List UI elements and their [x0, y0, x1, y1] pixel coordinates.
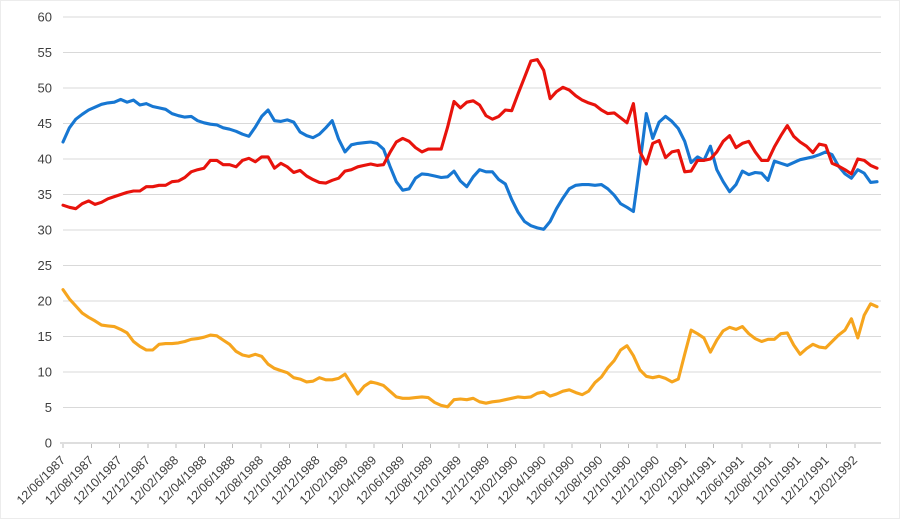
y-tick-label: 15	[38, 329, 52, 344]
y-tick-label: 20	[38, 294, 52, 309]
y-tick-label: 45	[38, 116, 52, 131]
series-line-orange	[61, 288, 879, 409]
y-tick-label: 50	[38, 81, 52, 96]
y-tick-label: 10	[38, 365, 52, 380]
series-line-blue	[61, 97, 879, 231]
series-line-red	[61, 58, 879, 211]
y-tick-label: 25	[38, 258, 52, 273]
y-tick-label: 0	[45, 436, 52, 451]
y-tick-label: 5	[45, 400, 52, 415]
y-tick-label: 55	[38, 45, 52, 60]
y-tick-label: 35	[38, 187, 52, 202]
y-tick-label: 60	[38, 10, 52, 25]
y-tick-label: 30	[38, 223, 52, 238]
y-tick-label: 40	[38, 152, 52, 167]
